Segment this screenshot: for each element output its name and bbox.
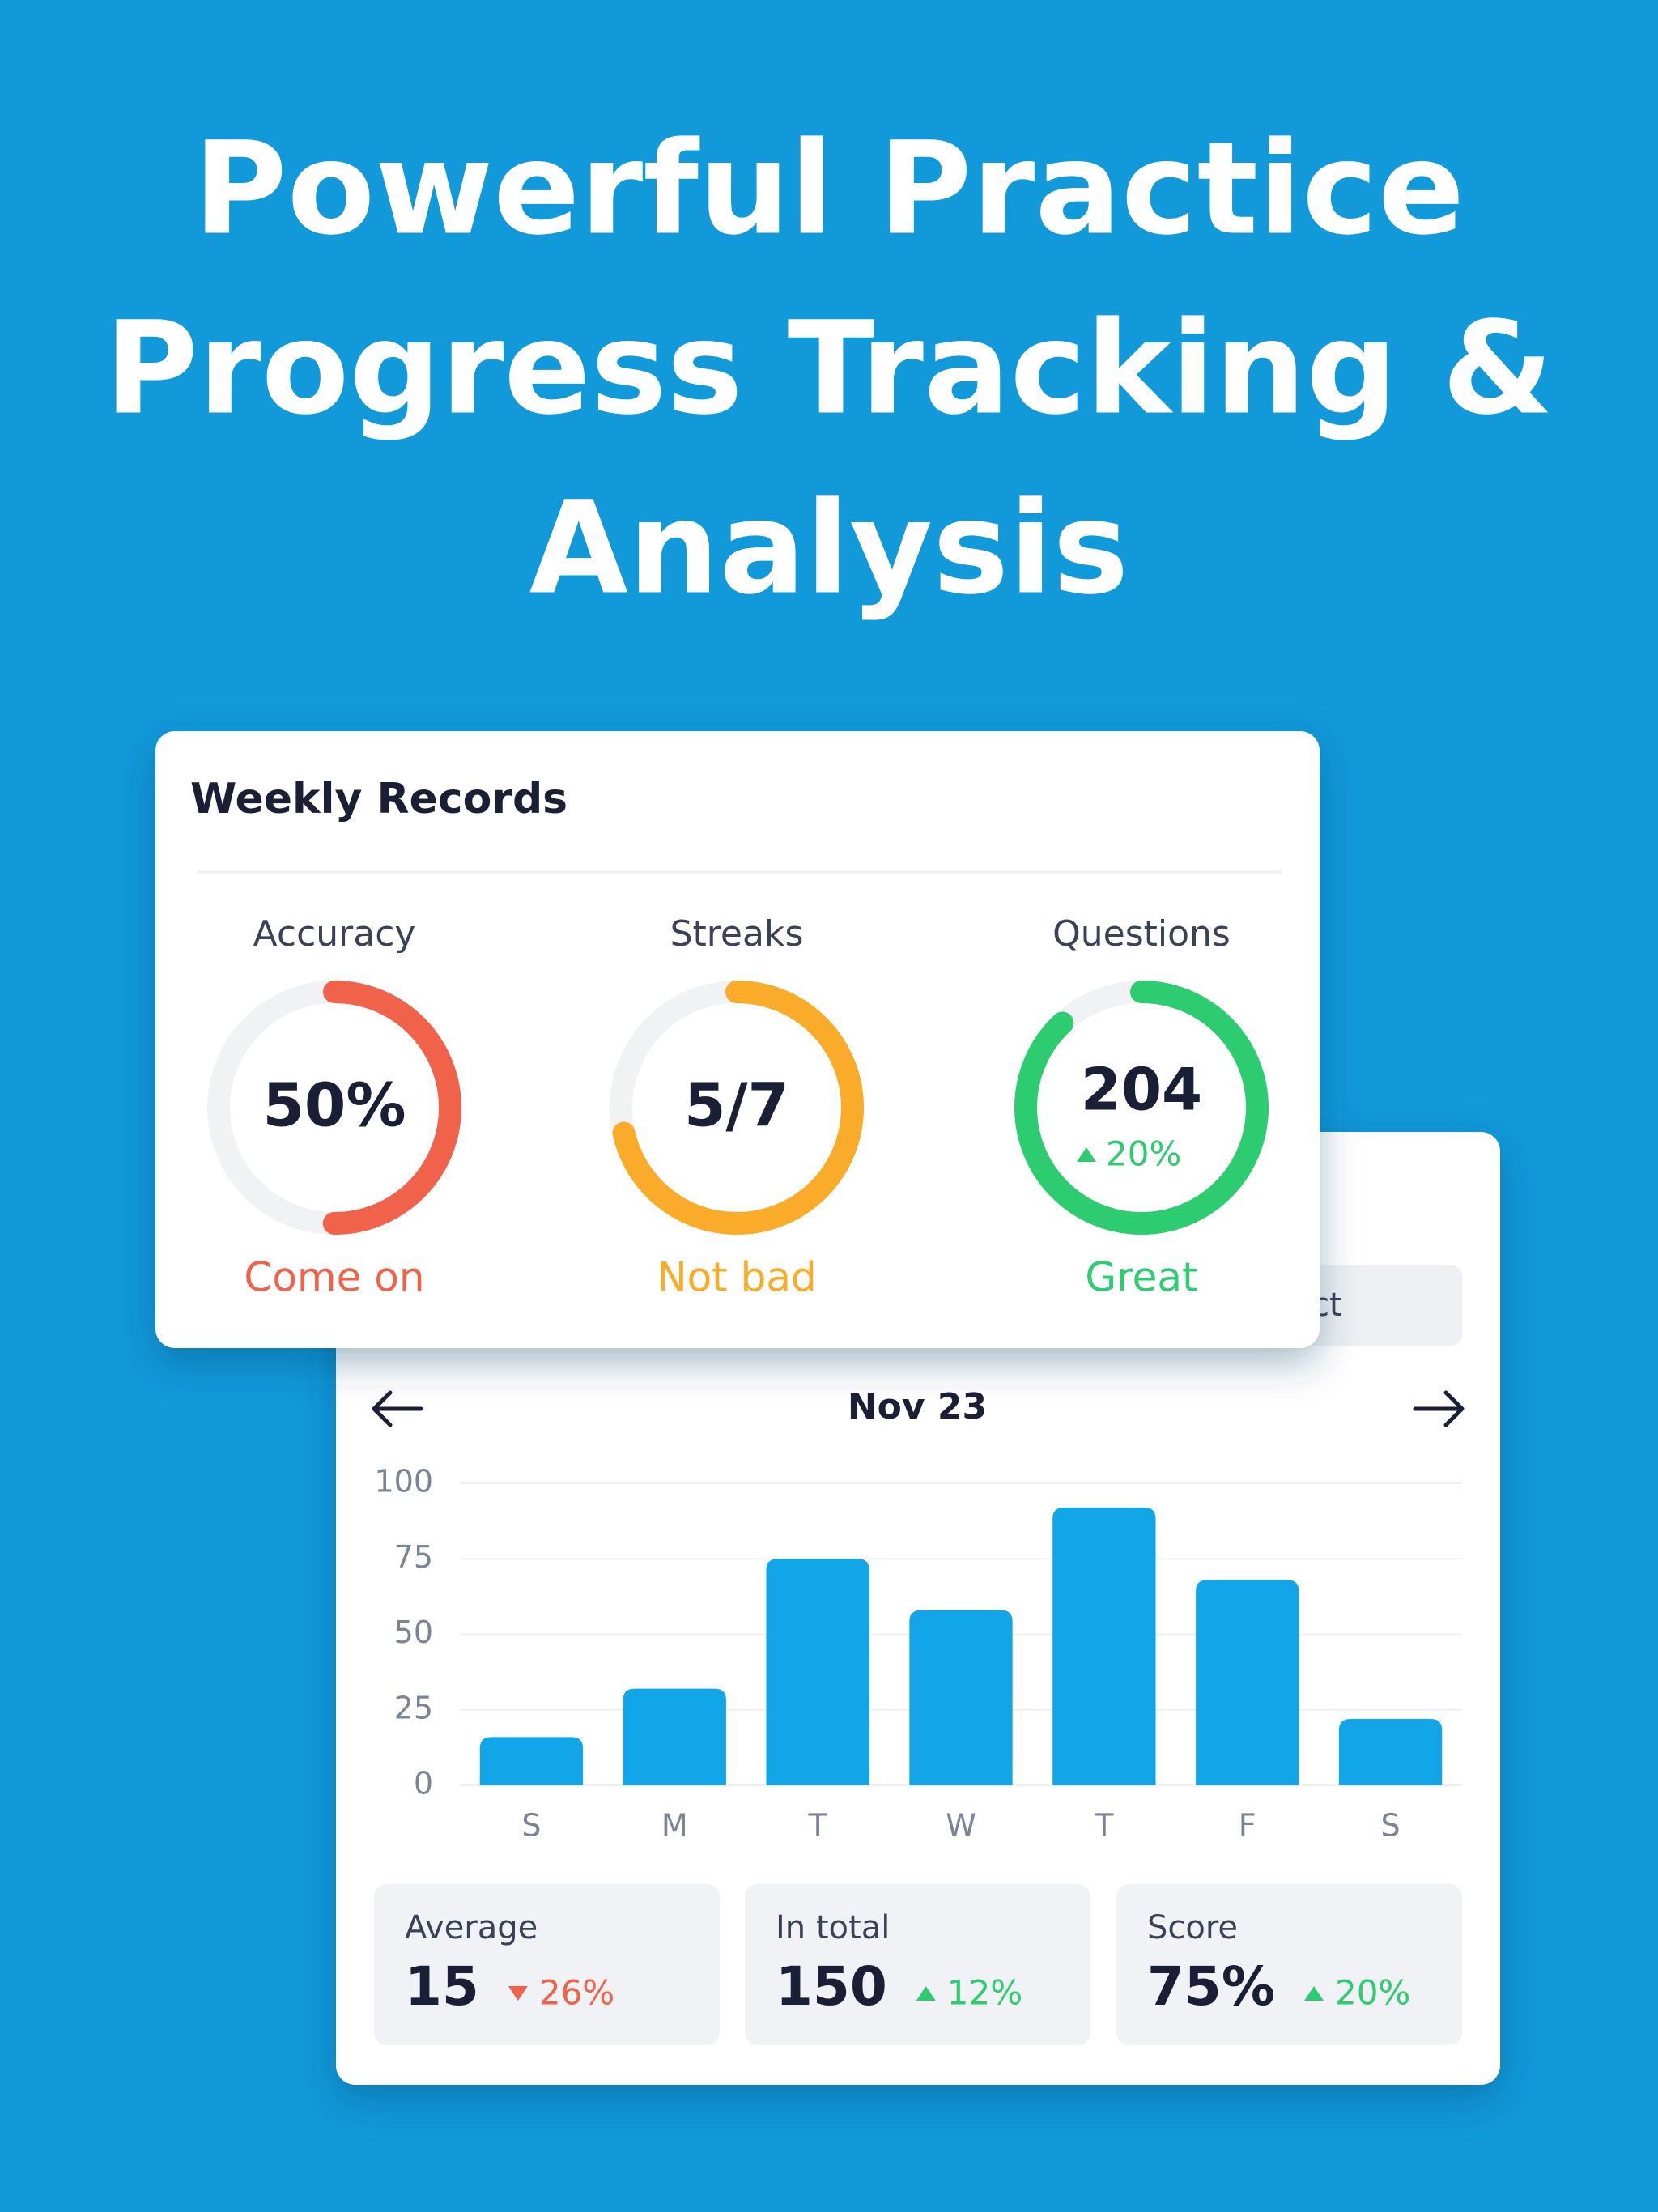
gauge-status: Not bad: [657, 1254, 817, 1301]
y-tick-label: 25: [394, 1690, 433, 1725]
stat-box: [745, 1884, 1090, 2045]
bar: [909, 1610, 1013, 1785]
next-arrow[interactable]: [1413, 1390, 1465, 1427]
trend-icon: [1303, 1986, 1324, 2001]
bar: [479, 1737, 584, 1785]
gauge-value: 204: [1081, 1056, 1202, 1124]
gauge-value: 5/7: [684, 1071, 789, 1141]
x-tick-label: M: [661, 1808, 688, 1844]
x-tick-label: T: [1094, 1808, 1114, 1844]
gauge-label: Accuracy: [253, 913, 416, 955]
y-tick-label: 75: [394, 1539, 433, 1575]
chart-title: Nov 23: [848, 1386, 987, 1427]
x-tick-label: S: [1381, 1808, 1401, 1844]
trend-icon: [916, 1986, 936, 2001]
weekly-card: [155, 731, 1320, 1348]
gauge-label: Streaks: [670, 913, 804, 955]
stat-value: 150: [776, 1955, 887, 2018]
x-tick-label: W: [946, 1808, 976, 1844]
trend-icon: [1077, 1147, 1096, 1162]
stat-change: 20%: [1335, 1973, 1410, 2013]
bar: [623, 1688, 726, 1785]
gauge-change: 20%: [1106, 1134, 1181, 1174]
gauge-value: 50%: [262, 1071, 406, 1141]
stat-change: 26%: [539, 1973, 614, 2013]
y-tick-label: 0: [414, 1766, 433, 1802]
bar-chart: 0 25 50 75 100 S M T W T F S: [374, 1464, 1462, 1844]
headline-line: Progress Tracking &: [104, 294, 1554, 443]
headline-line: Analysis: [529, 474, 1129, 623]
stat-label: Average: [405, 1909, 538, 1946]
y-tick-label: 50: [394, 1614, 433, 1650]
stat-value: 15: [405, 1955, 479, 2018]
x-tick-label: F: [1239, 1808, 1256, 1844]
bar: [1196, 1580, 1299, 1785]
stat-change: 12%: [947, 1973, 1022, 2013]
chart-card: [336, 1132, 1500, 2085]
bar: [1052, 1507, 1156, 1785]
gauge-status: Come on: [244, 1254, 424, 1301]
gauge-arc: [610, 981, 864, 1235]
gauge-arc: [207, 981, 461, 1235]
gauges: Accuracy 50% Come on Streaks 5/7 Not bad Quest…: [207, 913, 1269, 1301]
headline-line: Powerful Practice: [193, 114, 1465, 263]
x-tick-label: S: [521, 1808, 541, 1844]
prev-arrow[interactable]: [372, 1390, 423, 1427]
trend-icon: [508, 1986, 528, 2001]
x-tick-label: T: [808, 1808, 828, 1844]
bar: [1338, 1718, 1443, 1785]
stat-label: Score: [1147, 1909, 1238, 1946]
gauge-arc: [1014, 981, 1269, 1235]
gauge-status: Great: [1085, 1254, 1197, 1301]
stat-value: 75%: [1147, 1955, 1275, 2018]
stat-label: In total: [776, 1909, 890, 1946]
stats-row: Average 15 26% In total 150 12% Score 75% 20%: [374, 1884, 1462, 2045]
bar: [766, 1559, 869, 1785]
stat-box: [1116, 1884, 1462, 2045]
headline: Powerful Practice Progress Tracking & Anal…: [104, 114, 1554, 623]
card-title: Weekly Records: [190, 775, 568, 823]
y-tick-label: 100: [374, 1464, 433, 1499]
stat-box: [374, 1884, 720, 2045]
gauge-label: Questions: [1052, 913, 1231, 955]
